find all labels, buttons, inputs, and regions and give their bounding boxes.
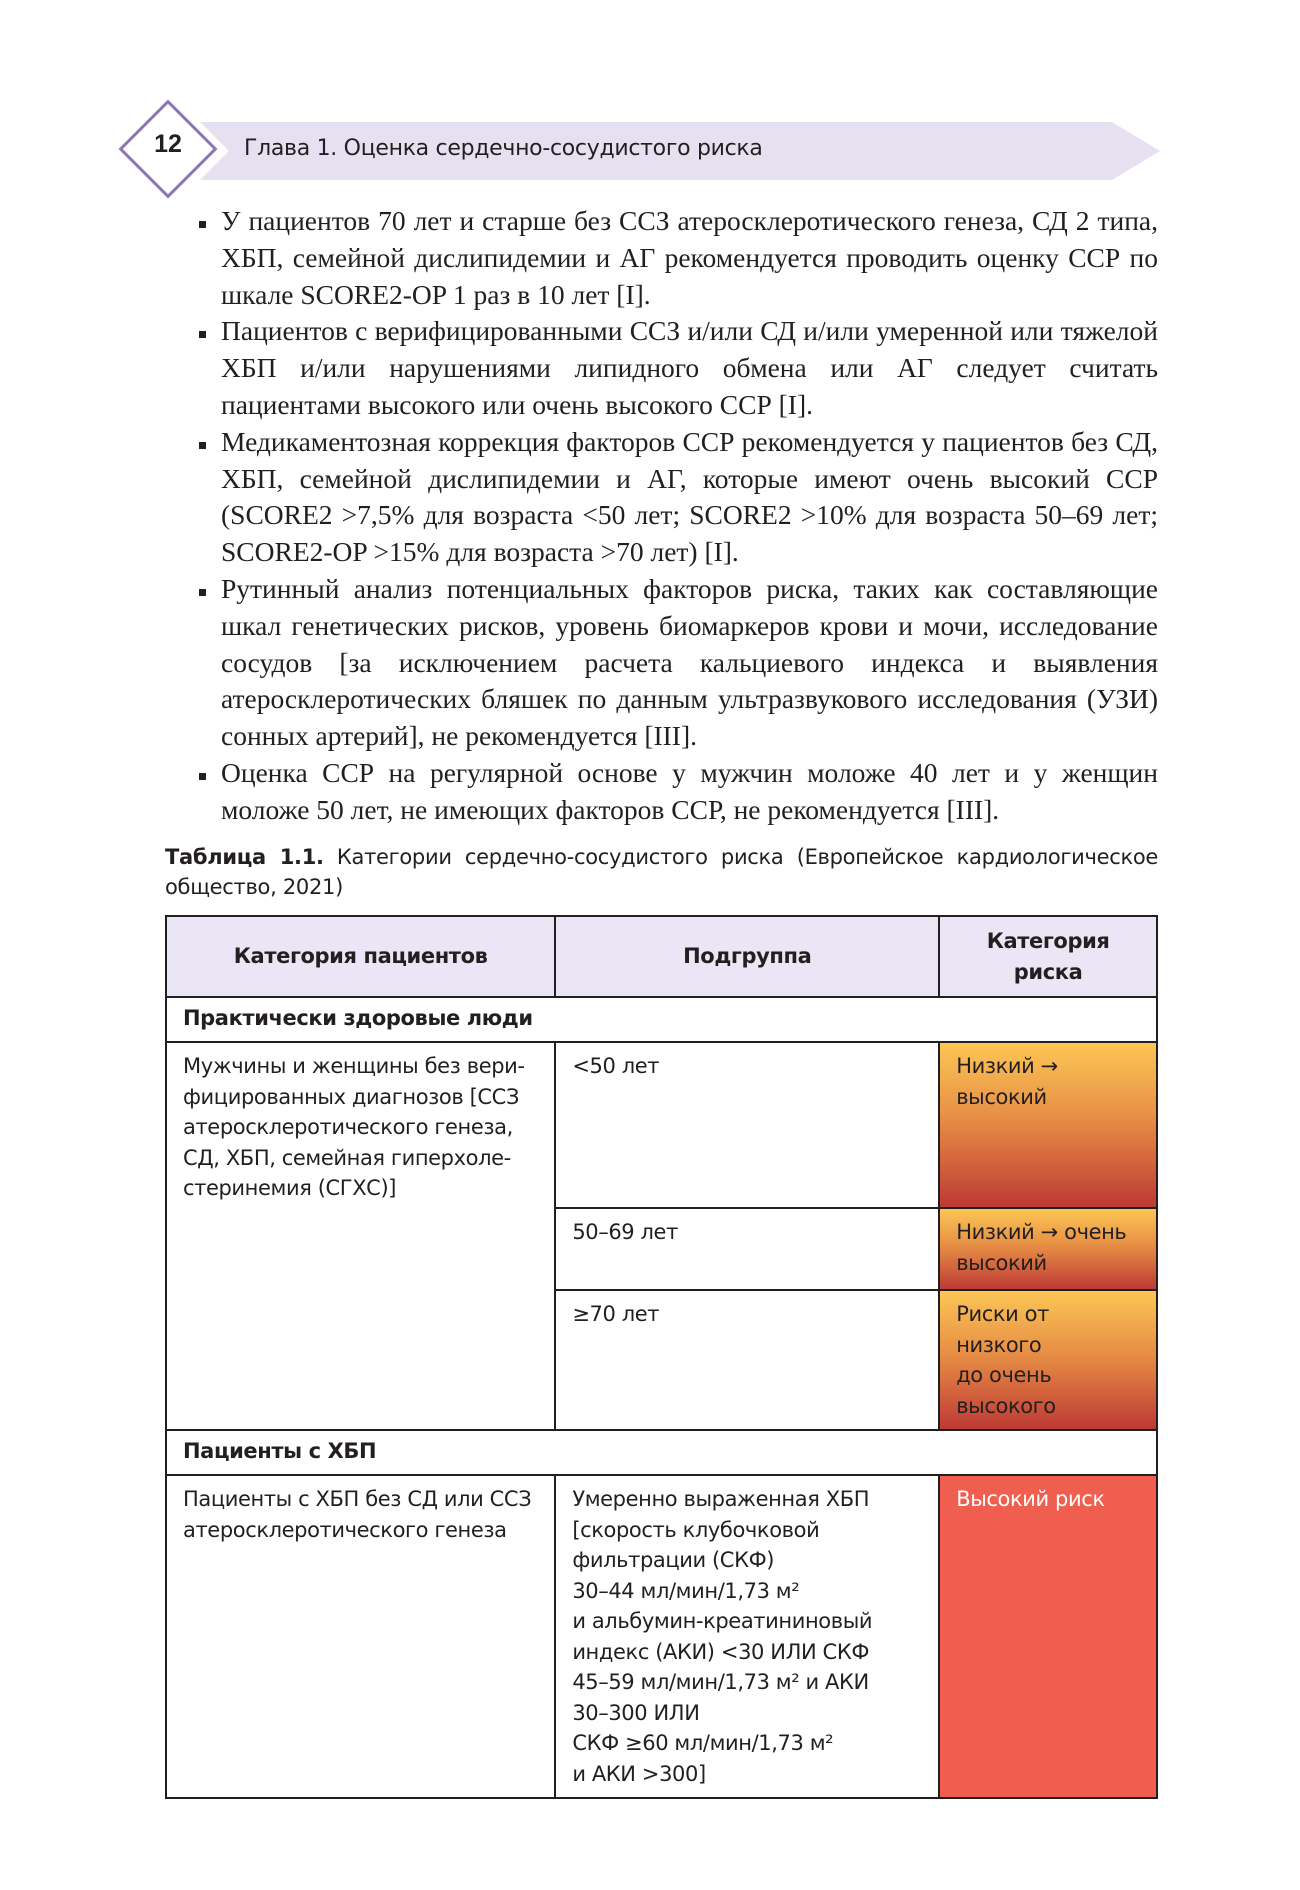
cell-line: Низкий → <box>956 1054 1058 1078</box>
cell-line: Мужчины и женщины без вери- <box>183 1054 525 1078</box>
cell-subgroup: ≥70 лет <box>554 1289 941 1431</box>
cell-risk: Низкий → высокий <box>938 1041 1158 1209</box>
cell-line: стеринемия (СГХС)] <box>183 1176 397 1200</box>
cell-line: [скорость клубочковой <box>572 1517 820 1542</box>
table-row: Пациенты с ХБП без СД или ССЗ атеросклеро… <box>164 1474 1158 1799</box>
cell-line: СКФ ≥60 мл/мин/1,73 м² <box>572 1731 834 1755</box>
cell-subgroup: 50–69 лет <box>554 1207 941 1291</box>
section-row: Пациенты с ХБП <box>165 1429 1158 1476</box>
table-header-row: Категория пациентов Подгруппа Категория … <box>164 915 1158 998</box>
section-healthy: Практически здоровые люди <box>165 996 1158 1043</box>
list-item: Рутинный анализ потенциальных факторов р… <box>196 571 1158 755</box>
cell-subgroup: <50 лет <box>554 1041 941 1209</box>
cell-line: индекс (АКИ) <30 ИЛИ СКФ <box>572 1639 870 1664</box>
cell-risk: Низкий → очень высокий <box>938 1207 1158 1291</box>
section-ckd: Пациенты с ХБП <box>165 1429 1158 1476</box>
table-caption-label: Таблица 1.1. <box>165 845 324 869</box>
chapter-banner <box>200 122 1160 180</box>
recommendations-list: У пациентов 70 лет и старше без ССЗ атер… <box>196 203 1158 829</box>
table-caption: Таблица 1.1. Категории сердечно-сосудист… <box>165 842 1158 902</box>
list-item: Медикаментозная коррекция факторов ССР р… <box>196 424 1158 571</box>
cell-line: Низкий → очень <box>956 1220 1127 1244</box>
header-subgroup: Подгруппа <box>554 915 941 998</box>
cell-line: высокий <box>956 1084 1047 1109</box>
cell-line: атеросклеротического генеза <box>183 1517 507 1542</box>
cell-line: высокий <box>956 1250 1047 1275</box>
cell-line: Умеренно выраженная ХБП <box>572 1487 870 1511</box>
cell-line: и АКИ >300] <box>572 1761 706 1786</box>
cell-line: СД, ХБП, семейная гиперхоле- <box>183 1145 511 1170</box>
table-caption-text: Категории сердечно-сосудистого риска (Ев… <box>165 845 1158 899</box>
list-item: У пациентов 70 лет и старше без ССЗ атер… <box>196 203 1158 313</box>
cell-line: атеросклеротического генеза, <box>183 1115 513 1139</box>
cell-line: 30–300 ИЛИ <box>572 1700 700 1725</box>
cell-line: фицированных диагнозов [ССЗ <box>183 1084 520 1109</box>
cell-line: 45–59 мл/мин/1,73 м² и АКИ <box>572 1670 869 1694</box>
cell-line: фильтрации (СКФ) <box>572 1548 775 1572</box>
cell-line: и альбумин-креатининовый <box>572 1609 873 1633</box>
header-risk-category: Категория риска <box>938 915 1158 998</box>
cell-category: Мужчины и женщины без вери-фицированных … <box>164 1041 557 1431</box>
cell-risk: Риски от низкого до очень высокого <box>938 1289 1158 1431</box>
page-number: 12 <box>154 130 182 158</box>
table-row: Мужчины и женщины без вери-фицированных … <box>164 1041 1158 1431</box>
list-item: Пациентов с верифицированными ССЗ и/или … <box>196 313 1158 423</box>
cell-category: Пациенты с ХБП без СД или ССЗ атеросклеро… <box>164 1474 557 1799</box>
risk-categories-table: Категория пациентов Подгруппа Категория … <box>164 915 1158 1799</box>
cell-line: Риски от низкого <box>956 1302 1049 1357</box>
cell-line: до очень <box>956 1363 1052 1387</box>
cell-line: Пациенты с ХБП без СД или ССЗ <box>183 1487 532 1511</box>
section-row: Практически здоровые люди <box>165 996 1158 1043</box>
table-row: 50–69 лет Низкий → очень высокий <box>166 1207 1158 1291</box>
list-item: Оценка ССР на регулярной основе у мужчин… <box>196 755 1158 829</box>
cell-line: высокого <box>956 1393 1056 1418</box>
chapter-title: Глава 1. Оценка сердечно-сосудистого рис… <box>244 136 763 161</box>
table-row: ≥70 лет Риски от низкого до очень высокого <box>166 1289 1158 1431</box>
cell-risk: Высокий риск <box>938 1474 1158 1799</box>
cell-line: 30–44 мл/мин/1,73 м² <box>572 1578 800 1603</box>
cell-subgroup: Умеренно выраженная ХБП [скорость клубочк… <box>554 1474 941 1799</box>
header-patient-category: Категория пациентов <box>164 915 557 998</box>
